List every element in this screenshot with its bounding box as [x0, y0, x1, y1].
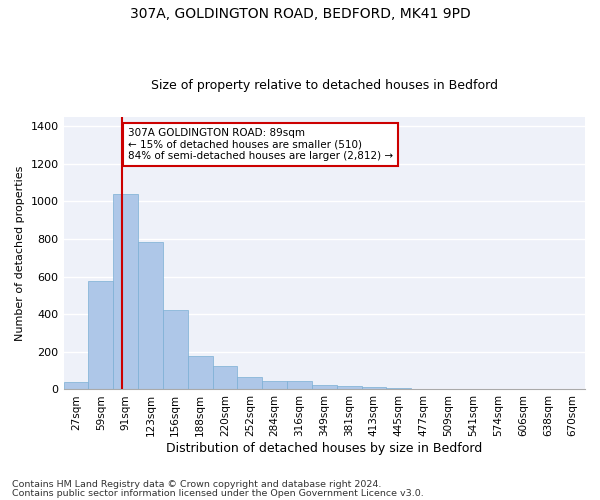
Title: Size of property relative to detached houses in Bedford: Size of property relative to detached ho… — [151, 79, 498, 92]
Text: 307A GOLDINGTON ROAD: 89sqm
← 15% of detached houses are smaller (510)
84% of se: 307A GOLDINGTON ROAD: 89sqm ← 15% of det… — [128, 128, 393, 162]
Bar — [113, 194, 138, 390]
Text: Contains HM Land Registry data © Crown copyright and database right 2024.: Contains HM Land Registry data © Crown c… — [12, 480, 382, 489]
Text: 307A, GOLDINGTON ROAD, BEDFORD, MK41 9PD: 307A, GOLDINGTON ROAD, BEDFORD, MK41 9PD — [130, 8, 470, 22]
Bar — [163, 310, 188, 390]
Bar — [138, 242, 163, 390]
Bar — [362, 386, 386, 390]
Bar — [262, 381, 287, 390]
Y-axis label: Number of detached properties: Number of detached properties — [15, 166, 25, 341]
Bar — [238, 377, 262, 390]
Bar — [337, 386, 362, 390]
Bar — [287, 381, 312, 390]
Bar — [88, 282, 113, 390]
Bar — [386, 388, 411, 390]
Bar — [312, 385, 337, 390]
X-axis label: Distribution of detached houses by size in Bedford: Distribution of detached houses by size … — [166, 442, 482, 455]
Bar — [64, 382, 88, 390]
Bar — [188, 356, 212, 390]
Text: Contains public sector information licensed under the Open Government Licence v3: Contains public sector information licen… — [12, 488, 424, 498]
Bar — [212, 366, 238, 390]
Bar — [411, 388, 436, 390]
